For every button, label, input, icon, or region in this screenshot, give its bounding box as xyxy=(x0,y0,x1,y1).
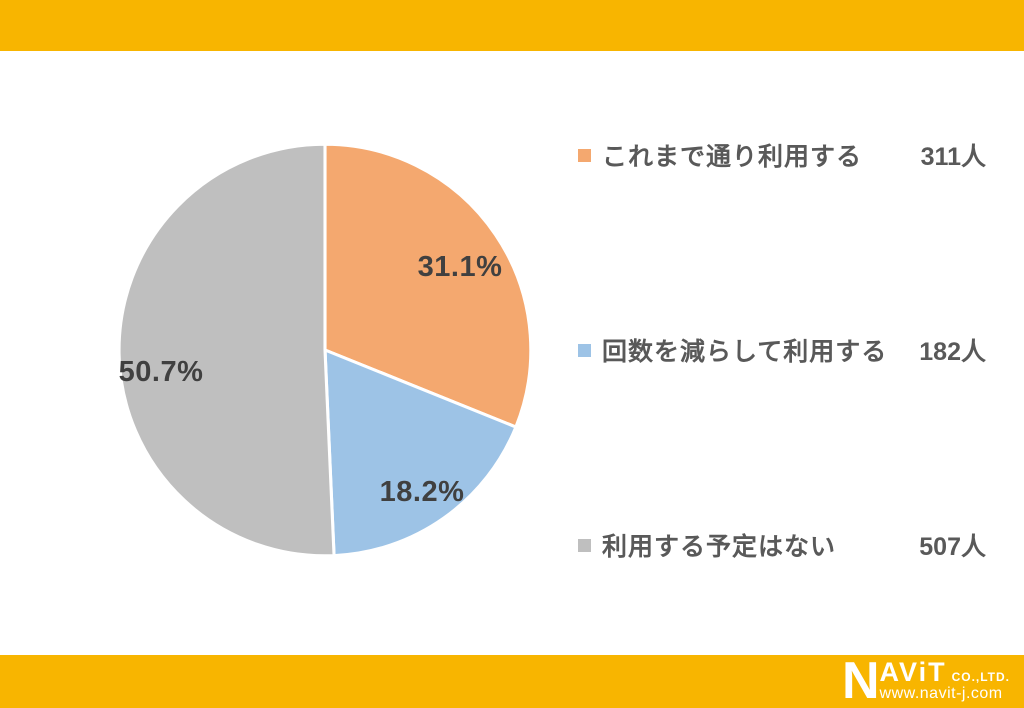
legend-count: 311人 xyxy=(920,143,986,171)
navit-logo-website: www.navit-j.com xyxy=(879,685,1003,702)
navit-logo-co: CO.,LTD. xyxy=(951,670,1010,684)
legend-count: 507人 xyxy=(919,533,986,561)
bottom-band xyxy=(0,655,1024,708)
legend-label: 利用する予定はない xyxy=(602,533,837,561)
legend-swatch-orange-icon xyxy=(578,148,591,162)
pie-slice-use-less xyxy=(323,348,518,558)
pie-chart xyxy=(117,142,533,558)
navit-logo-name: AViT xyxy=(879,657,947,687)
top-band xyxy=(0,0,1024,51)
legend-label: これまで通り利用する xyxy=(602,143,863,171)
pie-slice-no-plan xyxy=(117,142,336,558)
pie-slice-keep-using xyxy=(323,142,533,429)
pie-percent-label-use-less: 18.2% xyxy=(379,476,465,508)
navit-logo-n: N xyxy=(841,652,880,708)
pie-percent-label-keep-using: 31.1% xyxy=(417,251,503,283)
legend-label: 回数を減らして利用する xyxy=(602,338,888,366)
legend-item-no-plan: 利用する予定はない 507人 xyxy=(578,525,986,565)
legend-swatch-gray-icon xyxy=(578,538,591,552)
pie-percent-label-no-plan: 50.7% xyxy=(118,356,204,388)
legend-item-keep-using: これまで通り利用する 311人 xyxy=(578,135,986,175)
legend-item-use-less: 回数を減らして利用する 182人 xyxy=(578,330,986,370)
legend-count: 182人 xyxy=(919,338,986,366)
navit-logo: N AViT CO.,LTD. www.navit-j.com xyxy=(841,652,1010,708)
legend-swatch-blue-icon xyxy=(578,343,591,357)
